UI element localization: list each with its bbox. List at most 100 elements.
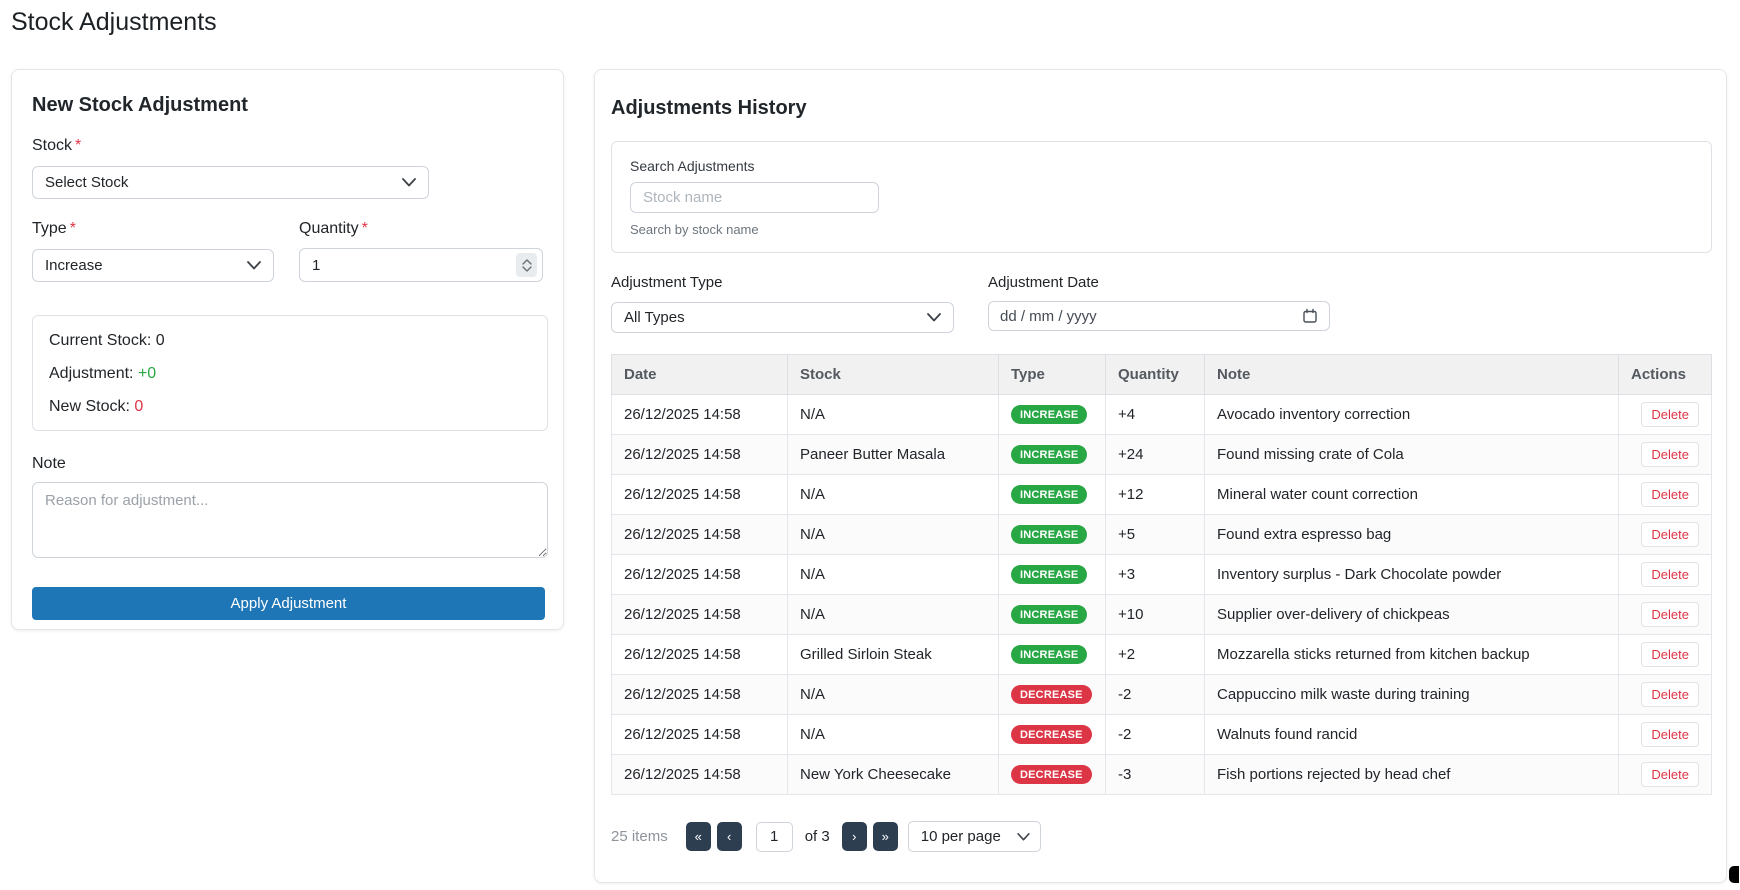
cursor-artifact — [1729, 866, 1739, 883]
current-stock-value: 0 — [155, 332, 165, 349]
search-label: Search Adjustments — [630, 158, 755, 174]
row-quantity: +5 — [1105, 514, 1205, 555]
adjustment-label: Adjustment: — [49, 365, 134, 382]
apply-adjustment-button[interactable]: Apply Adjustment — [32, 587, 545, 620]
adjustment-date-input[interactable]: dd / mm / yyyy — [988, 301, 1330, 331]
page-number-input[interactable] — [755, 821, 793, 852]
table-row: 26/12/2025 14:58 N/A DECREASE -2 Cappucc… — [611, 674, 1712, 715]
chevron-down-icon — [247, 261, 261, 270]
row-note: Supplier over-delivery of chickpeas — [1204, 594, 1619, 635]
row-stock: Paneer Butter Masala — [787, 434, 999, 475]
delete-button[interactable]: Delete — [1641, 482, 1699, 507]
delete-button[interactable]: Delete — [1641, 722, 1699, 747]
chevron-down-icon — [402, 178, 416, 187]
delete-button[interactable]: Delete — [1641, 642, 1699, 667]
new-stock-value: 0 — [134, 398, 144, 415]
delete-button[interactable]: Delete — [1641, 402, 1699, 427]
stock-label-text: Stock — [32, 137, 73, 154]
quantity-label-text: Quantity — [299, 220, 359, 237]
type-badge: INCREASE — [1011, 645, 1088, 664]
row-note: Avocado inventory correction — [1204, 394, 1619, 435]
row-quantity: -2 — [1105, 674, 1205, 715]
adjustment-line: Adjustment: +0 — [49, 365, 531, 383]
type-badge: INCREASE — [1011, 405, 1088, 424]
per-page-value: 10 per page — [920, 828, 1001, 845]
note-label: Note — [32, 455, 66, 472]
current-stock-line: Current Stock: 0 — [49, 332, 531, 350]
adjustment-summary-box: Current Stock: 0 Adjustment: +0 New Stoc… — [32, 315, 548, 431]
row-date: 26/12/2025 14:58 — [611, 394, 788, 435]
adjustment-date-label: Adjustment Date — [988, 274, 1099, 291]
column-header-actions: Actions — [1618, 354, 1712, 395]
spinner-down-icon — [521, 265, 532, 272]
number-spinner[interactable] — [516, 253, 537, 277]
delete-button[interactable]: Delete — [1641, 602, 1699, 627]
table-row: 26/12/2025 14:58 N/A DECREASE -2 Walnuts… — [611, 714, 1712, 755]
new-stock-adjustment-card: New Stock Adjustment Stock * Select Stock… — [11, 69, 564, 630]
column-header-date: Date — [611, 354, 788, 395]
delete-button[interactable]: Delete — [1641, 522, 1699, 547]
per-page-select[interactable]: 10 per page — [907, 821, 1041, 852]
row-date: 26/12/2025 14:58 — [611, 754, 788, 795]
table-row: 26/12/2025 14:58 N/A INCREASE +4 Avocado… — [611, 394, 1712, 435]
row-note: Mineral water count correction — [1204, 474, 1619, 515]
adjustment-type-select[interactable]: All Types — [611, 302, 954, 333]
adjustment-type-value: All Types — [624, 309, 685, 326]
type-badge: DECREASE — [1011, 725, 1092, 744]
search-panel: Search Adjustments Search by stock name — [611, 141, 1712, 253]
search-input[interactable] — [630, 182, 879, 213]
type-badge: INCREASE — [1011, 445, 1088, 464]
table-row: 26/12/2025 14:58 N/A INCREASE +5 Found e… — [611, 514, 1712, 555]
table-row: 26/12/2025 14:58 Grilled Sirloin Steak I… — [611, 634, 1712, 675]
type-select[interactable]: Increase — [32, 249, 274, 282]
page-title: Stock Adjustments — [11, 8, 217, 36]
row-date: 26/12/2025 14:58 — [611, 674, 788, 715]
chevron-down-icon — [927, 313, 941, 322]
row-date: 26/12/2025 14:58 — [611, 634, 788, 675]
row-note: Found extra espresso bag — [1204, 514, 1619, 555]
row-quantity: +4 — [1105, 394, 1205, 435]
calendar-icon[interactable] — [1302, 308, 1318, 324]
next-page-button[interactable]: › — [841, 822, 867, 851]
column-header-stock: Stock — [787, 354, 999, 395]
last-page-button[interactable]: » — [872, 822, 898, 851]
stock-select-value: Select Stock — [45, 174, 129, 191]
table-body: 26/12/2025 14:58 N/A INCREASE +4 Avocado… — [611, 394, 1712, 795]
row-stock: N/A — [787, 674, 999, 715]
row-stock: N/A — [787, 514, 999, 555]
type-label-text: Type — [32, 220, 67, 237]
row-stock: Grilled Sirloin Steak — [787, 634, 999, 675]
date-placeholder: dd / mm / yyyy — [1000, 307, 1097, 325]
delete-button[interactable]: Delete — [1641, 442, 1699, 467]
search-helper-text: Search by stock name — [630, 222, 759, 237]
row-date: 26/12/2025 14:58 — [611, 434, 788, 475]
adjustments-history-card: Adjustments History Search Adjustments S… — [594, 69, 1727, 883]
delete-button[interactable]: Delete — [1641, 762, 1699, 787]
history-title: Adjustments History — [611, 97, 807, 119]
row-stock: N/A — [787, 554, 999, 595]
row-quantity: -3 — [1105, 754, 1205, 795]
page-count-text: of 3 — [804, 828, 830, 845]
quantity-input[interactable] — [312, 256, 516, 274]
prev-page-button[interactable]: ‹ — [716, 822, 742, 851]
row-note: Fish portions rejected by head chef — [1204, 754, 1619, 795]
required-asterisk: * — [361, 220, 368, 237]
row-note: Mozzarella sticks returned from kitchen … — [1204, 634, 1619, 675]
delete-button[interactable]: Delete — [1641, 682, 1699, 707]
type-badge: INCREASE — [1011, 485, 1088, 504]
row-stock: N/A — [787, 594, 999, 635]
note-textarea[interactable] — [32, 482, 548, 558]
table-row: 26/12/2025 14:58 N/A INCREASE +3 Invento… — [611, 554, 1712, 595]
row-stock: N/A — [787, 474, 999, 515]
stock-select[interactable]: Select Stock — [32, 166, 429, 199]
first-page-button[interactable]: « — [685, 822, 711, 851]
row-quantity: +10 — [1105, 594, 1205, 635]
table-header-row: Date Stock Type Quantity Note Actions — [611, 354, 1712, 395]
required-asterisk: * — [75, 137, 82, 154]
type-select-value: Increase — [45, 257, 103, 274]
quantity-label: Quantity * — [299, 220, 543, 238]
stock-label: Stock * — [32, 137, 543, 155]
filters-row: Adjustment Type All Types Adjustment Dat… — [611, 274, 1710, 333]
delete-button[interactable]: Delete — [1641, 562, 1699, 587]
form-title: New Stock Adjustment — [32, 94, 248, 116]
